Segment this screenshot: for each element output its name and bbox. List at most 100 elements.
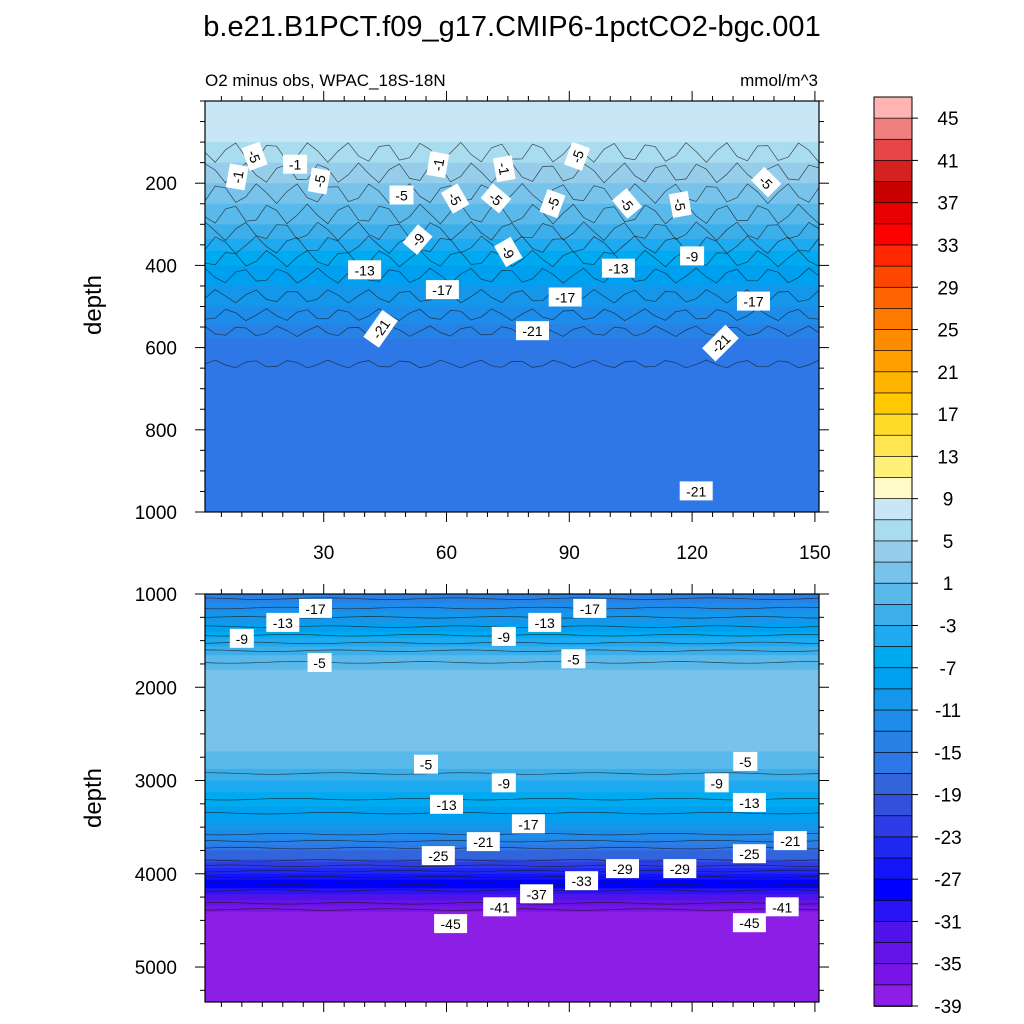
contour-label-text: -17 [580, 601, 600, 617]
field-band [205, 306, 819, 325]
contour-label-text: -21 [473, 834, 493, 850]
contour-line [205, 203, 819, 225]
contour-label-text: -13 [436, 797, 456, 813]
colorbar-label: 45 [937, 109, 958, 130]
colorbar-cell [873, 582, 913, 606]
contour-label: -5 [307, 167, 331, 195]
contour-label-text: -13 [354, 262, 374, 278]
contour-label: -17 [573, 598, 607, 618]
colorbar-cell [873, 815, 913, 838]
field-band [205, 873, 819, 881]
field-band [205, 611, 819, 624]
colorbar-label: 33 [937, 236, 958, 257]
panel-1-contour-labels: -5 -1-1 -5-1 -1-5-5 -5 -5 -5 -5 -5-5-9-9 -9-13 -13… [225, 141, 782, 501]
colorbar-cell [873, 963, 913, 986]
contour-label-box [491, 773, 516, 793]
field-band [205, 324, 819, 340]
panel-subtitle-left: O2 minus obs, WPAC_18S-18N [205, 71, 446, 90]
contour-label-text: -5 [395, 188, 408, 204]
x-tick-label: 60 [436, 543, 457, 564]
colorbar-cell [873, 667, 913, 690]
contour-label-box [348, 260, 382, 280]
contour-label-text: -17 [743, 294, 763, 310]
contour-label-box [601, 258, 635, 278]
contour-line [205, 182, 819, 205]
contour-label: -25 [732, 844, 766, 864]
contour-line [205, 798, 819, 801]
y-tick-label: 2000 [135, 678, 177, 699]
contour-label: -25 [421, 846, 455, 866]
contour-label-box [283, 154, 308, 174]
contour-label-text: -1 [289, 157, 302, 173]
colorbar-cell [873, 202, 913, 225]
contour-label: -21 [516, 321, 549, 341]
contour-label-box [668, 191, 692, 218]
contour-label-box [679, 481, 713, 501]
y-tick-label: 5000 [135, 958, 177, 979]
contour-line [205, 832, 819, 836]
contour-label-box [733, 751, 758, 771]
contour-label-text: -1 [429, 157, 447, 172]
contour-label: -9 [402, 224, 433, 255]
panel-2-field [205, 594, 819, 1002]
contour-label: -13 [732, 792, 766, 812]
contour-label-text: -17 [305, 601, 325, 617]
contour-label-text: -5 [567, 651, 580, 667]
contour-label-text: -13 [739, 795, 759, 811]
colorbar-label: -35 [934, 955, 961, 976]
contour-line [205, 864, 819, 867]
colorbar-cell [873, 921, 913, 944]
contour-label-text: -9 [710, 775, 723, 791]
contour-label-text: -45 [440, 916, 460, 932]
field-band [205, 203, 819, 225]
colorbar-cell [873, 265, 913, 289]
contour-label: -5 [611, 188, 642, 219]
contour-label-text: -45 [739, 915, 759, 931]
y-tick-label: 200 [145, 174, 177, 195]
contour-label-text: -29 [612, 861, 632, 877]
contour-label-text: -1 [495, 161, 513, 176]
colorbar-label: 9 [943, 490, 954, 511]
colorbar-cell [873, 96, 913, 119]
figure-title: b.e21.B1PCT.f09_g17.CMIP6-1pctCO2-bgc.00… [203, 11, 820, 43]
upper-panel: 30 60 90 120 150 200 400 600 800 1000 -5 -1 -1 -5 -1 -1… [135, 91, 831, 564]
contour-label: -1 [225, 163, 249, 191]
contour-label: -33 [565, 871, 599, 891]
contour-label: -45 [732, 913, 766, 933]
contour-label: -5 [563, 141, 591, 171]
contour-label: -5 [539, 189, 566, 219]
contour-line [205, 839, 819, 843]
contour-label-box [440, 183, 470, 214]
contour-label-box [434, 914, 468, 934]
colorbar-cell [873, 519, 913, 542]
contour-label: -9 [680, 246, 705, 266]
contour-label: -17 [425, 280, 459, 300]
field-band [205, 751, 819, 770]
colorbar-label: -3 [940, 616, 957, 637]
colorbar-label: -39 [934, 997, 961, 1018]
contour-label-box [307, 167, 331, 195]
contour-line [205, 889, 819, 892]
contour-label: -1 [492, 155, 516, 183]
contour-label: -45 [434, 914, 468, 934]
contour-label-text: -17 [518, 816, 538, 832]
panel-units-label: mmol/m^3 [740, 71, 818, 90]
contour-label-text: -21 [686, 483, 706, 499]
colorbar-frame [873, 96, 913, 1007]
contour-label-box [402, 224, 433, 255]
field-band [205, 338, 819, 512]
contour-line [205, 661, 819, 664]
colorbar-label: 13 [937, 447, 958, 468]
contour-label: -1 [426, 151, 450, 179]
colorbar-cell [873, 899, 913, 923]
colorbar-cell [873, 371, 913, 394]
contour-label-box [548, 287, 582, 307]
contour-label: -5 [241, 141, 268, 171]
y-tick-label: 800 [145, 421, 177, 442]
contour-label: -1 [283, 154, 308, 174]
contour-label-box [516, 321, 549, 341]
y-tick-label: 4000 [135, 865, 177, 886]
x-tick-label: 30 [313, 543, 334, 564]
contour-label-text: -25 [739, 846, 759, 862]
